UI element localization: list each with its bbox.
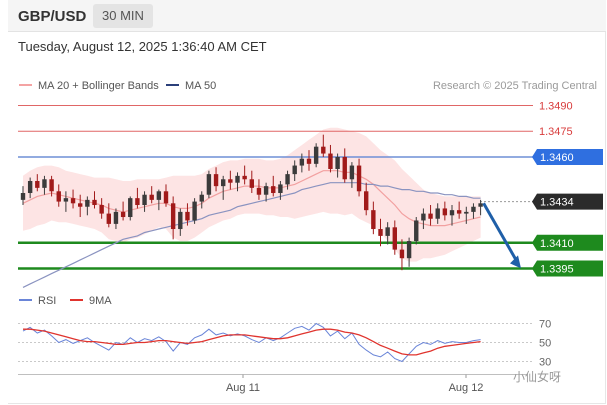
- candle-body: [27, 180, 33, 194]
- legend-label-9ma: 9MA: [89, 295, 112, 307]
- candle-body: [235, 175, 240, 183]
- candle-body: [192, 201, 197, 221]
- candle-body: [456, 210, 462, 214]
- candle-body: [163, 191, 169, 204]
- candle-body: [199, 194, 204, 202]
- candle-body: [399, 249, 405, 259]
- level-tag-1-3490: 1.3490: [539, 101, 573, 113]
- candle-body: [478, 203, 483, 207]
- candle-body: [113, 211, 119, 224]
- candle-body: [135, 198, 140, 206]
- level-tag-1-3410: 1.3410: [540, 238, 574, 250]
- candle-body: [249, 179, 254, 188]
- rsi-tick-50: 50: [539, 338, 551, 350]
- level-tag-1-3460: 1.3460: [540, 152, 574, 164]
- research-credit: Research © 2025 Trading Central: [433, 80, 597, 92]
- level-tag-box-1-3395: [532, 260, 603, 277]
- candle-body: [364, 191, 369, 211]
- candle-body: [178, 211, 183, 230]
- candle-body: [342, 156, 347, 180]
- candle-body: [328, 153, 333, 169]
- candle-body: [70, 198, 76, 204]
- ma50-line: [22, 182, 481, 288]
- candle-body: [35, 180, 40, 188]
- chart-header: GBP/USD 30 MIN: [8, 0, 606, 32]
- candle-body: [156, 191, 162, 200]
- candle-body: [56, 191, 61, 202]
- candle-body: [449, 210, 455, 216]
- candle-body: [464, 211, 469, 214]
- candle-body: [228, 179, 233, 183]
- candle-body: [185, 211, 190, 221]
- candle-body: [242, 175, 247, 180]
- legend-label-ma20: MA 20 + Bollinger Bands: [38, 80, 159, 92]
- candle-body: [120, 211, 126, 218]
- level-tag-box-1-3434: [532, 193, 603, 210]
- candle-body: [206, 174, 212, 195]
- candle-body: [271, 186, 276, 194]
- candle-body: [335, 156, 340, 169]
- legend-label-ma50: MA 50: [185, 80, 216, 92]
- candle-body: [292, 165, 297, 175]
- candle-body: [256, 187, 262, 195]
- candle-body: [142, 194, 147, 206]
- candle-body: [371, 210, 376, 230]
- candle-body: [49, 179, 54, 192]
- chart-timestamp: Tuesday, August 12, 2025 1:36:40 AM CET: [18, 39, 267, 54]
- projection-arrow-head: [510, 255, 521, 269]
- level-tag-box-1-3460: [532, 148, 603, 165]
- level-tag-1-3395: 1.3395: [540, 264, 574, 276]
- candle-body: [442, 208, 448, 216]
- candle-body: [435, 208, 440, 219]
- candle-body: [170, 203, 176, 230]
- timeframe-badge[interactable]: 30 MIN: [93, 4, 153, 28]
- rsi-tick-30: 30: [539, 357, 551, 369]
- candle-body: [414, 220, 419, 242]
- legend-label-rsi: RSI: [38, 295, 56, 307]
- candle-body: [20, 193, 26, 200]
- level-tag-1-3434: 1.3434: [540, 197, 574, 209]
- projection-arrow-shaft: [482, 202, 520, 265]
- candle-body: [385, 227, 390, 236]
- rsi-line: [22, 322, 481, 363]
- x-tick-label: Aug 12: [449, 382, 484, 394]
- candle-body: [321, 146, 326, 154]
- candle-body: [471, 206, 476, 212]
- x-tick-label: Aug 11: [226, 382, 260, 394]
- level-tag-1-3475: 1.3475: [539, 126, 573, 138]
- candle-body: [392, 227, 397, 250]
- candle-body: [106, 213, 111, 224]
- candle-body: [378, 229, 383, 236]
- candle-body: [306, 158, 312, 164]
- candle-body: [349, 165, 355, 180]
- candle-body: [313, 146, 319, 164]
- candle-body: [149, 194, 154, 200]
- candle-body: [213, 174, 219, 187]
- candle-body: [128, 198, 133, 218]
- candle-body: [78, 203, 83, 207]
- candle-body: [406, 241, 412, 259]
- candle-body: [263, 186, 269, 195]
- candle-body: [299, 158, 305, 166]
- candle-body: [221, 179, 226, 187]
- candle-body: [42, 179, 47, 188]
- candle-body: [99, 205, 104, 214]
- rsi-ma-line: [23, 328, 481, 356]
- level-tag-box-1-3410: [532, 234, 603, 251]
- candle-body: [278, 184, 283, 194]
- instrument-title: GBP/USD: [18, 8, 87, 25]
- candle-body: [92, 199, 97, 206]
- candle-body: [85, 199, 90, 207]
- bollinger-band-area: [23, 127, 481, 262]
- candle-body: [63, 198, 69, 202]
- candle-body: [356, 165, 362, 192]
- watermark: 小仙女呀: [513, 370, 562, 384]
- candle-body: [421, 213, 426, 221]
- rsi-tick-70: 70: [539, 319, 551, 331]
- candle-body: [428, 213, 433, 219]
- candle-body: [285, 174, 290, 185]
